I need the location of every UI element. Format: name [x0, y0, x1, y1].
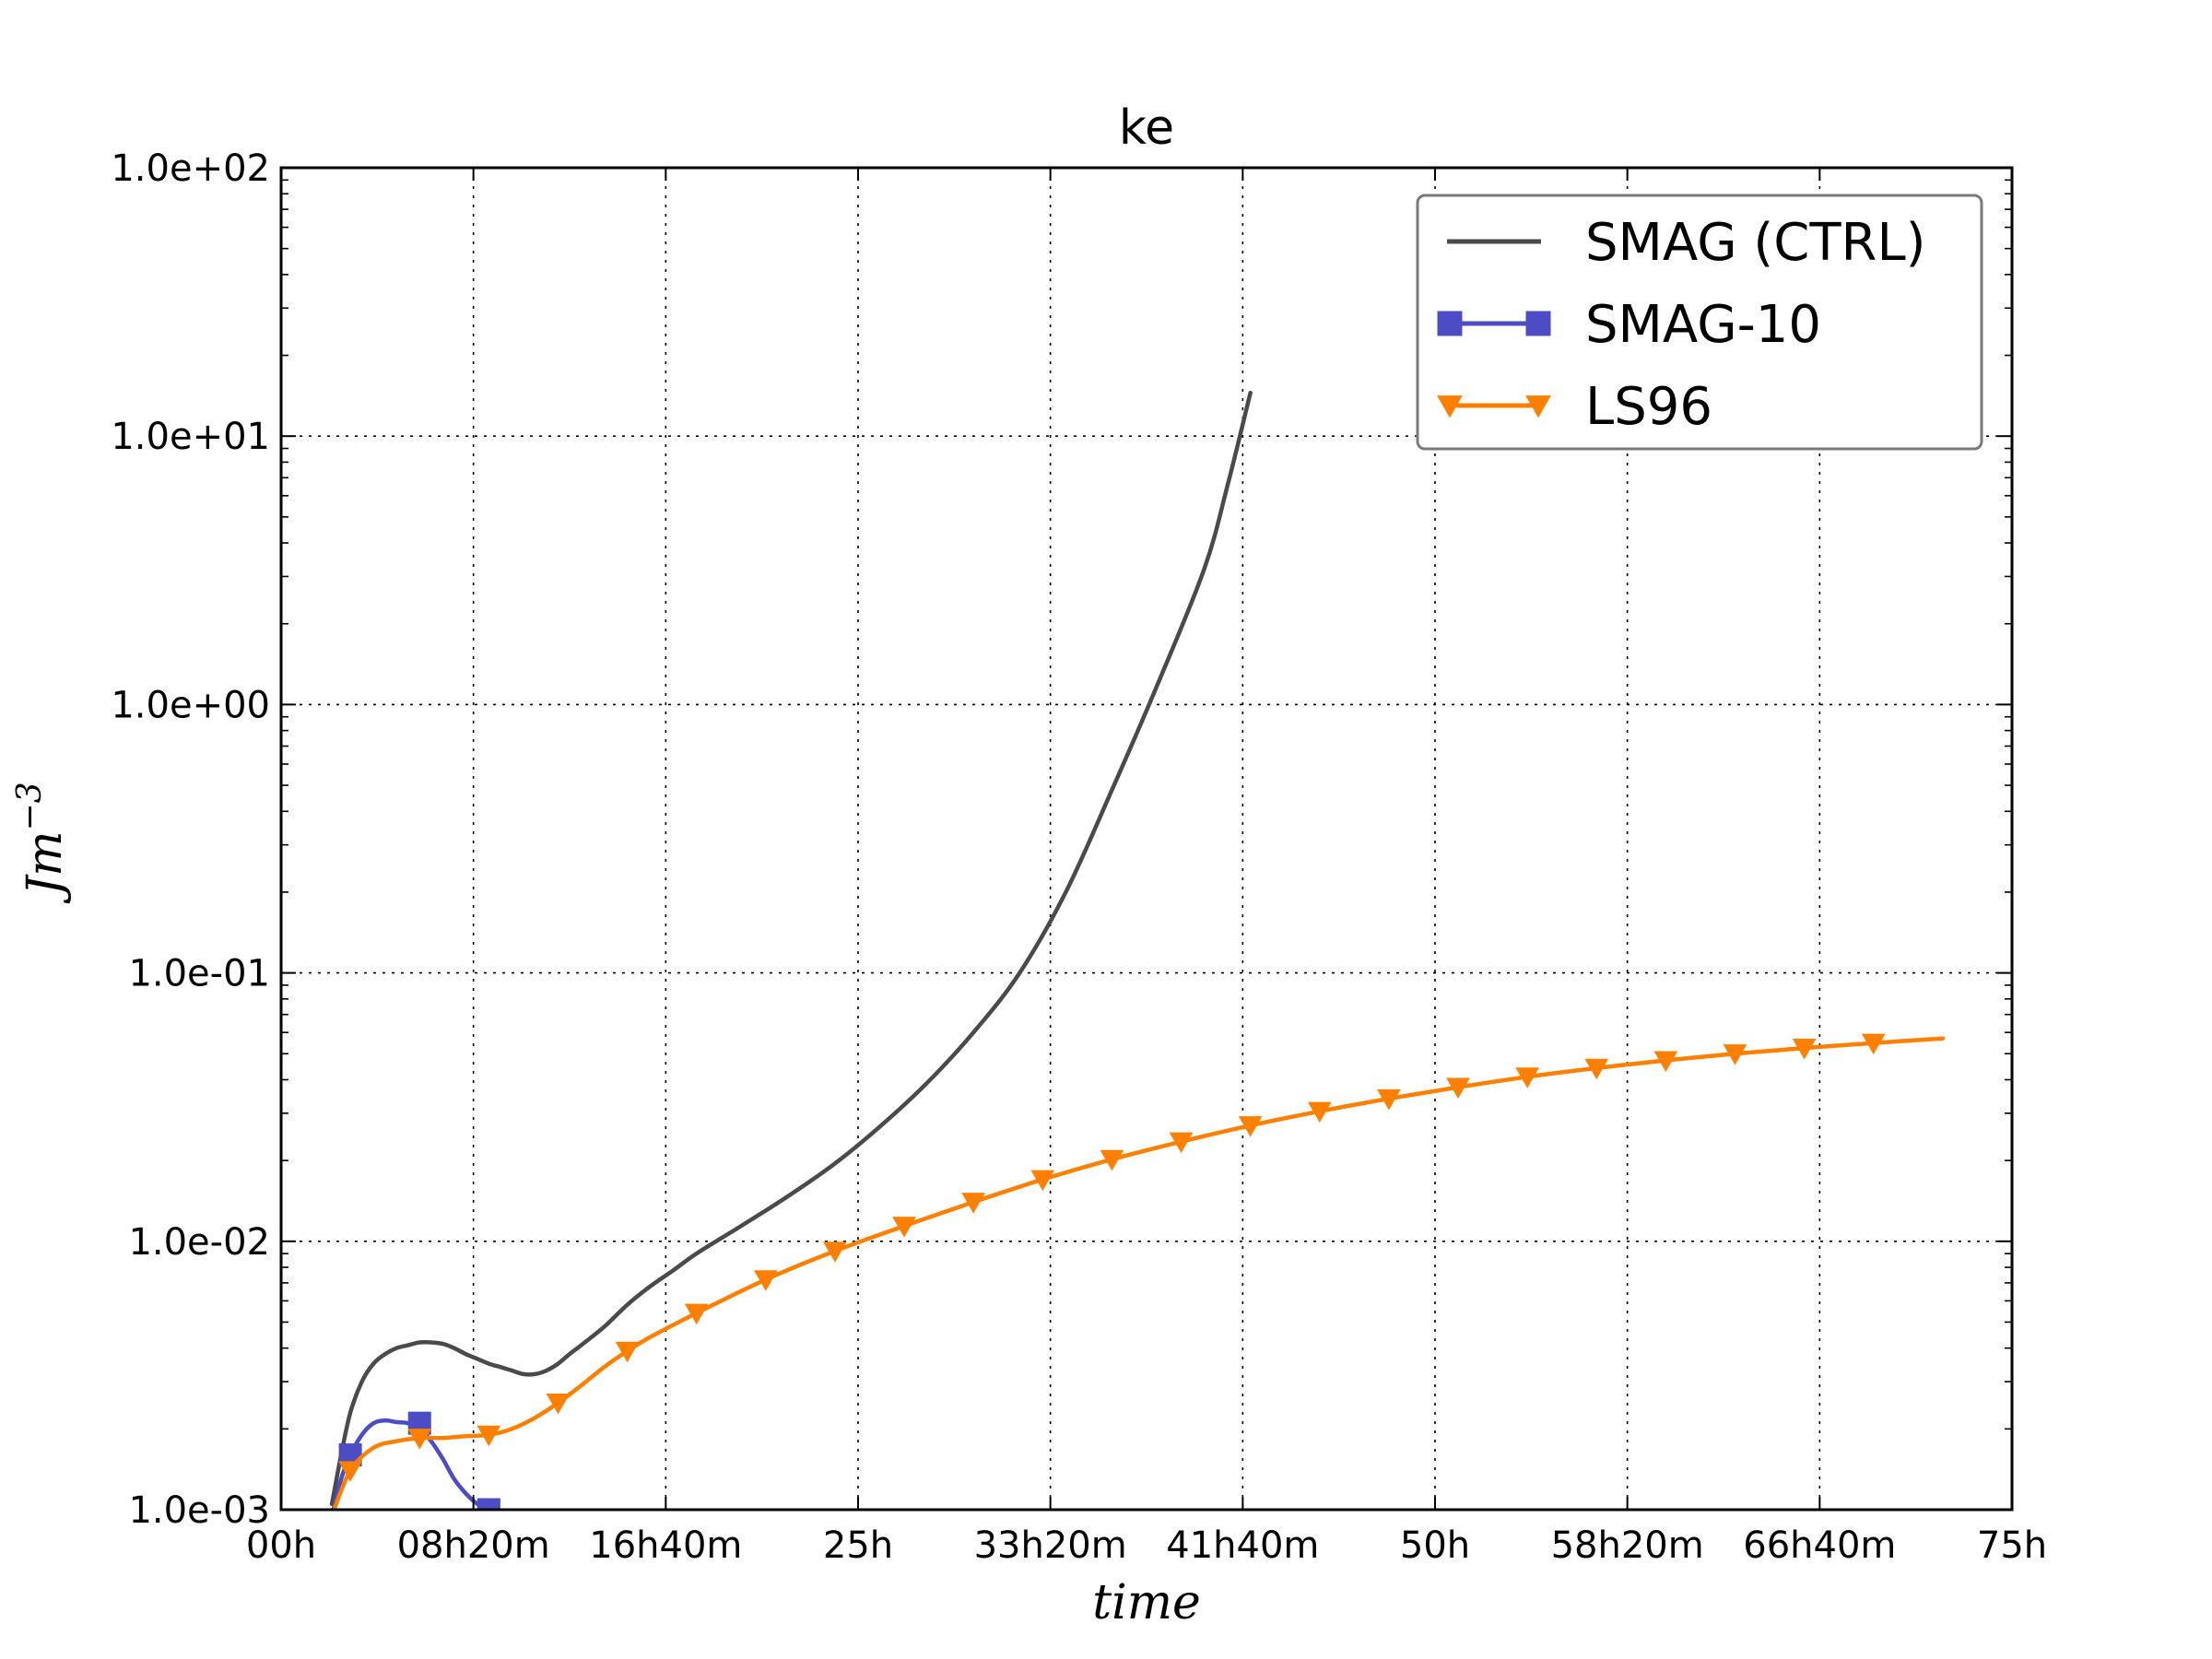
legend-label: SMAG (CTRL): [1585, 213, 1926, 273]
data-point-smag-10: [477, 1498, 500, 1510]
x-tick-label: 33h20m: [974, 1524, 1127, 1567]
y-axis-label-exponent: −3: [11, 782, 49, 830]
series-group: [329, 390, 1946, 1510]
y-axis-label: Jm−3: [11, 782, 73, 903]
legend-label: SMAG-10: [1585, 295, 1821, 355]
legend-marker: [1437, 311, 1463, 336]
legend-item-ls96: LS96: [1437, 377, 1712, 437]
data-point-ls96: [407, 1429, 432, 1450]
series-ls96: [332, 1033, 1946, 1510]
data-point-ls96: [684, 1303, 709, 1325]
plot-frame: [279, 166, 2014, 1512]
legend: SMAG (CTRL) SMAG-10 LS96: [1416, 194, 1983, 451]
data-point-ls96: [546, 1394, 571, 1415]
x-tick-label: 25h: [823, 1524, 893, 1567]
data-point-ls96: [961, 1193, 986, 1214]
y-tick-label: 1.0e-01: [128, 953, 270, 995]
y-tick-label: 1.0e+02: [111, 147, 270, 190]
data-point-ls96: [1238, 1116, 1263, 1137]
legend-marker: [1525, 311, 1551, 336]
legend-marker: [1437, 395, 1463, 418]
data-point-ls96: [338, 1461, 362, 1482]
legend-marker: [1525, 395, 1551, 418]
y-axis-label-base: Jm: [18, 830, 73, 903]
chart-title: ke: [1119, 100, 1174, 156]
legend-item-smag-10: SMAG-10: [1437, 295, 1821, 355]
x-tick-label: 58h20m: [1551, 1524, 1704, 1567]
data-point-ls96: [1861, 1033, 1886, 1055]
x-tick-label: 08h20m: [397, 1524, 550, 1567]
data-point-ls96: [615, 1341, 640, 1363]
legend-label: LS96: [1585, 377, 1712, 437]
y-tick-label: 1.0e-03: [128, 1489, 270, 1532]
x-tick-label: 16h40m: [589, 1524, 742, 1567]
data-point-ls96: [1584, 1058, 1609, 1080]
data-point-ls96: [753, 1270, 778, 1291]
series-smag-ctrl: [329, 390, 1253, 1507]
ticks: [280, 167, 2013, 1511]
series-line-smag-ctrl: [329, 390, 1253, 1507]
data-point-ls96: [1030, 1170, 1055, 1192]
data-point-ls96: [1446, 1077, 1470, 1100]
data-point-ls96: [823, 1241, 847, 1263]
y-tick-label: 1.0e-02: [128, 1221, 270, 1264]
x-tick-label: 66h40m: [1743, 1524, 1896, 1567]
y-tick-label: 1.0e+01: [111, 416, 270, 458]
x-axis-label: time: [1092, 1575, 1201, 1630]
data-point-ls96: [477, 1425, 501, 1447]
data-point-ls96: [892, 1217, 916, 1238]
data-point-ls96: [1100, 1149, 1124, 1171]
legend-item-smag-ctrl: SMAG (CTRL): [1447, 213, 1926, 273]
x-tick-label: 50h: [1400, 1524, 1470, 1567]
data-point-ls96: [1377, 1088, 1401, 1111]
x-tick-label: 41h40m: [1166, 1524, 1319, 1567]
data-point-ls96: [1307, 1101, 1332, 1124]
data-point-ls96: [1653, 1051, 1678, 1072]
y-tick-label: 1.0e+00: [111, 684, 270, 726]
tick-labels: 00h 08h20m 16h40m 25h 33h20m 41h40m 50h 58h20m 6…: [111, 147, 2047, 1567]
data-point-ls96: [1515, 1067, 1540, 1088]
data-point-ls96: [1723, 1044, 1747, 1065]
x-tick-label: 75h: [1977, 1524, 2047, 1567]
legend-box: [1416, 194, 1983, 451]
x-tick-label: 00h: [246, 1524, 316, 1567]
data-point-ls96: [1169, 1132, 1194, 1154]
data-point-ls96: [1792, 1038, 1817, 1060]
